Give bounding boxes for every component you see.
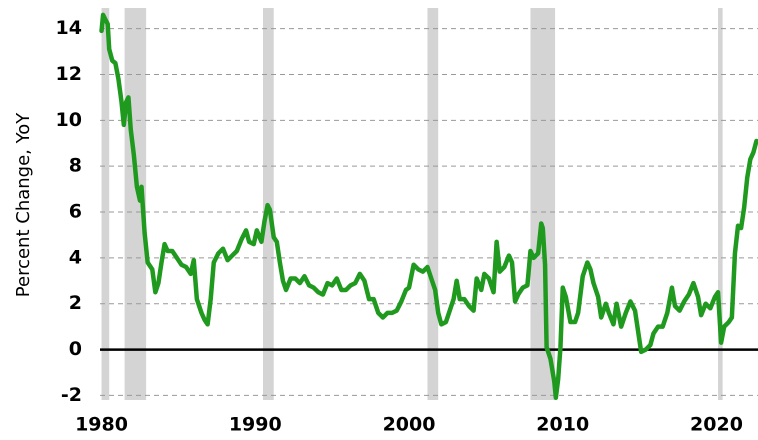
recession-band — [101, 8, 110, 400]
x-tick-label: 2010 — [536, 414, 589, 436]
x-tick-label: 2020 — [690, 414, 743, 436]
y-tick-label: 0 — [69, 338, 82, 360]
x-tick-label: 2000 — [383, 414, 436, 436]
y-tick-label: 10 — [56, 109, 82, 131]
y-tick-label: 14 — [56, 17, 82, 39]
y-tick-label: 8 — [69, 155, 82, 177]
y-axis-label: Percent Change, YoY — [13, 112, 34, 297]
y-tick-label: 2 — [69, 292, 82, 314]
recession-band — [718, 8, 723, 400]
recession-band — [427, 8, 439, 400]
x-tick-label: 1990 — [229, 414, 282, 436]
y-tick-label: 6 — [69, 201, 82, 223]
y-tick-label: 12 — [56, 63, 82, 85]
y-tick-label: -2 — [61, 384, 82, 406]
y-tick-label: 4 — [69, 246, 82, 268]
data-line — [99, 12, 758, 400]
recession-band — [530, 8, 556, 400]
x-tick-label: 1980 — [75, 414, 128, 436]
